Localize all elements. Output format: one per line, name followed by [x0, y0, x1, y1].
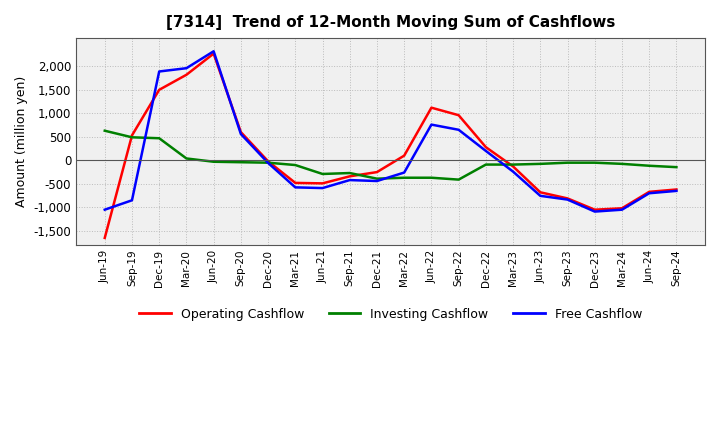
Investing Cashflow — [454, 177, 463, 182]
Free Cashflow — [291, 185, 300, 190]
Free Cashflow — [182, 66, 191, 71]
Line: Investing Cashflow: Investing Cashflow — [104, 131, 676, 180]
Free Cashflow — [373, 178, 382, 183]
Operating Cashflow — [264, 159, 272, 164]
Free Cashflow — [100, 207, 109, 213]
Investing Cashflow — [291, 162, 300, 168]
Operating Cashflow — [400, 153, 408, 158]
Investing Cashflow — [645, 163, 654, 169]
Investing Cashflow — [482, 162, 490, 167]
Operating Cashflow — [100, 235, 109, 241]
Line: Operating Cashflow: Operating Cashflow — [104, 54, 676, 238]
Investing Cashflow — [373, 176, 382, 181]
Operating Cashflow — [672, 187, 680, 192]
Free Cashflow — [400, 170, 408, 175]
Investing Cashflow — [672, 165, 680, 170]
Investing Cashflow — [536, 161, 544, 166]
Investing Cashflow — [509, 162, 518, 167]
Legend: Operating Cashflow, Investing Cashflow, Free Cashflow: Operating Cashflow, Investing Cashflow, … — [134, 303, 647, 326]
Free Cashflow — [509, 169, 518, 174]
Free Cashflow — [590, 209, 599, 214]
Free Cashflow — [618, 207, 626, 213]
Investing Cashflow — [100, 128, 109, 133]
Free Cashflow — [672, 188, 680, 194]
Operating Cashflow — [210, 51, 218, 56]
Operating Cashflow — [291, 180, 300, 186]
Operating Cashflow — [482, 144, 490, 150]
Free Cashflow — [536, 193, 544, 198]
Free Cashflow — [210, 49, 218, 54]
Free Cashflow — [318, 185, 327, 191]
Investing Cashflow — [590, 160, 599, 165]
Operating Cashflow — [318, 181, 327, 186]
Investing Cashflow — [264, 160, 272, 165]
Investing Cashflow — [563, 160, 572, 165]
Operating Cashflow — [590, 207, 599, 213]
Investing Cashflow — [427, 175, 436, 180]
Free Cashflow — [346, 177, 354, 183]
Operating Cashflow — [454, 113, 463, 118]
Operating Cashflow — [373, 169, 382, 175]
Investing Cashflow — [400, 175, 408, 180]
Investing Cashflow — [127, 135, 136, 140]
Free Cashflow — [264, 160, 272, 165]
Line: Free Cashflow: Free Cashflow — [104, 51, 676, 212]
Investing Cashflow — [346, 170, 354, 176]
Free Cashflow — [427, 122, 436, 127]
Operating Cashflow — [645, 189, 654, 194]
Investing Cashflow — [318, 171, 327, 176]
Operating Cashflow — [237, 129, 246, 135]
Free Cashflow — [563, 197, 572, 202]
Operating Cashflow — [427, 105, 436, 110]
Operating Cashflow — [182, 72, 191, 77]
Investing Cashflow — [155, 136, 163, 141]
Operating Cashflow — [509, 164, 518, 169]
Operating Cashflow — [346, 174, 354, 179]
Operating Cashflow — [536, 190, 544, 195]
Free Cashflow — [482, 148, 490, 154]
Free Cashflow — [454, 127, 463, 132]
Operating Cashflow — [618, 205, 626, 211]
Title: [7314]  Trend of 12-Month Moving Sum of Cashflows: [7314] Trend of 12-Month Moving Sum of C… — [166, 15, 616, 30]
Free Cashflow — [155, 69, 163, 74]
Free Cashflow — [127, 198, 136, 203]
Free Cashflow — [645, 191, 654, 196]
Investing Cashflow — [182, 156, 191, 161]
Investing Cashflow — [618, 161, 626, 166]
Y-axis label: Amount (million yen): Amount (million yen) — [15, 76, 28, 207]
Operating Cashflow — [127, 133, 136, 138]
Free Cashflow — [237, 132, 246, 137]
Operating Cashflow — [563, 196, 572, 201]
Investing Cashflow — [237, 160, 246, 165]
Investing Cashflow — [210, 159, 218, 165]
Operating Cashflow — [155, 87, 163, 92]
